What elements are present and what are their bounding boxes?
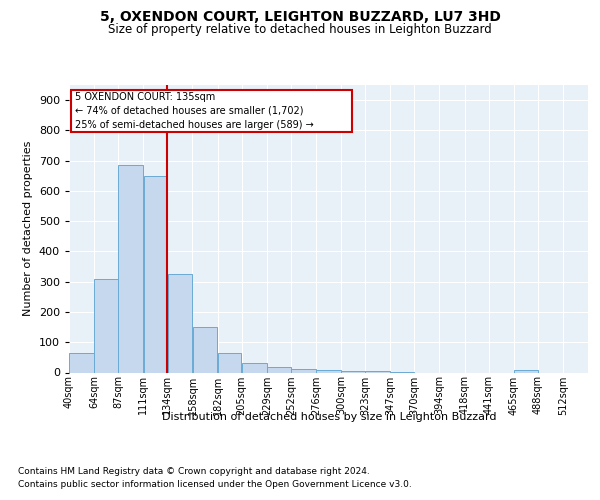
Text: 5, OXENDON COURT, LEIGHTON BUZZARD, LU7 3HD: 5, OXENDON COURT, LEIGHTON BUZZARD, LU7 … bbox=[100, 10, 500, 24]
Bar bbox=[291, 370, 316, 372]
Bar bbox=[94, 278, 118, 372]
Text: Contains public sector information licensed under the Open Government Licence v3: Contains public sector information licen… bbox=[18, 480, 412, 489]
Bar bbox=[193, 327, 217, 372]
Bar bbox=[316, 370, 341, 372]
FancyBboxPatch shape bbox=[71, 90, 352, 132]
Bar bbox=[341, 371, 365, 372]
Bar bbox=[267, 367, 290, 372]
Bar bbox=[118, 165, 143, 372]
Bar bbox=[242, 364, 266, 372]
Bar bbox=[514, 370, 538, 372]
Y-axis label: Number of detached properties: Number of detached properties bbox=[23, 141, 33, 316]
Text: 5 OXENDON COURT: 135sqm
← 74% of detached houses are smaller (1,702)
25% of semi: 5 OXENDON COURT: 135sqm ← 74% of detache… bbox=[75, 92, 314, 130]
Text: Size of property relative to detached houses in Leighton Buzzard: Size of property relative to detached ho… bbox=[108, 22, 492, 36]
Bar bbox=[218, 353, 241, 372]
Bar bbox=[167, 274, 192, 372]
Bar bbox=[365, 371, 390, 372]
Bar bbox=[143, 176, 167, 372]
Text: Contains HM Land Registry data © Crown copyright and database right 2024.: Contains HM Land Registry data © Crown c… bbox=[18, 468, 370, 476]
Bar bbox=[69, 353, 94, 372]
Text: Distribution of detached houses by size in Leighton Buzzard: Distribution of detached houses by size … bbox=[161, 412, 496, 422]
